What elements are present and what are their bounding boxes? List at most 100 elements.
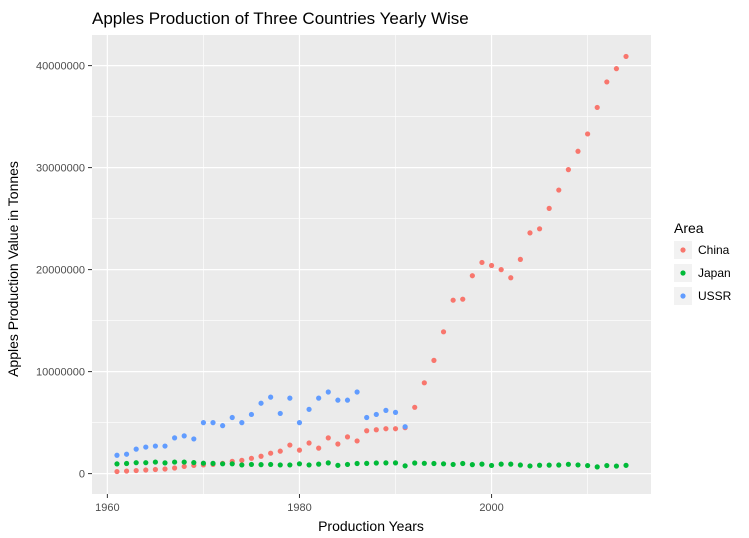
point-japan xyxy=(412,460,418,466)
point-japan xyxy=(220,461,226,467)
point-japan xyxy=(373,460,379,466)
point-japan xyxy=(133,460,139,466)
chart-title: Apples Production of Three Countries Yea… xyxy=(92,9,469,28)
point-ussr xyxy=(296,420,303,426)
point-ussr xyxy=(335,397,341,403)
point-china xyxy=(498,267,504,273)
point-china xyxy=(508,275,514,281)
point-japan xyxy=(268,461,274,468)
point-japan xyxy=(306,462,312,468)
point-ussr xyxy=(133,446,139,452)
point-japan xyxy=(354,460,360,467)
point-japan xyxy=(613,463,620,469)
point-ussr xyxy=(114,452,120,458)
point-ussr xyxy=(258,400,264,406)
legend-marker-ussr xyxy=(680,293,686,299)
point-japan xyxy=(239,462,245,468)
point-ussr xyxy=(373,411,379,418)
point-japan xyxy=(364,460,370,466)
point-china xyxy=(392,426,399,432)
point-china xyxy=(556,187,562,193)
point-japan xyxy=(277,462,283,468)
x-tick-label: 2000 xyxy=(479,502,503,514)
point-japan xyxy=(143,460,149,466)
point-japan xyxy=(316,461,322,467)
point-japan xyxy=(556,462,562,468)
point-china xyxy=(383,426,389,432)
point-japan xyxy=(623,462,629,468)
x-axis-title: Production Years xyxy=(318,518,424,534)
minor-gridlines xyxy=(92,35,651,494)
point-japan xyxy=(325,460,331,466)
point-china xyxy=(373,427,379,433)
data-points xyxy=(114,53,629,475)
point-china xyxy=(575,148,581,154)
point-ussr xyxy=(200,420,207,426)
point-japan xyxy=(191,459,197,466)
point-japan xyxy=(123,460,130,467)
point-china xyxy=(306,440,312,446)
point-china xyxy=(239,457,245,463)
point-china xyxy=(268,450,274,456)
y-axis-title: Apples Production Value in Tonnes xyxy=(5,161,21,377)
point-china xyxy=(546,205,552,211)
point-china xyxy=(248,455,255,461)
point-china xyxy=(488,262,495,269)
point-ussr xyxy=(287,395,293,401)
point-japan xyxy=(498,461,504,467)
point-china xyxy=(469,273,475,279)
point-china xyxy=(277,448,283,454)
point-japan xyxy=(392,460,399,466)
legend-label-ussr: USSR xyxy=(698,289,732,303)
legend-marker-japan xyxy=(680,270,686,276)
legend-label-china: China xyxy=(698,243,730,257)
point-japan xyxy=(508,461,514,467)
point-japan xyxy=(162,460,168,466)
point-japan xyxy=(258,462,264,468)
point-ussr xyxy=(210,420,216,426)
point-china xyxy=(172,465,178,471)
point-china xyxy=(152,466,158,473)
point-ussr xyxy=(277,410,283,417)
point-china xyxy=(565,167,571,173)
x-tick-label: 1980 xyxy=(287,502,311,514)
legend-label-japan: Japan xyxy=(698,266,731,280)
point-ussr xyxy=(344,397,351,403)
point-japan xyxy=(585,462,591,469)
point-china xyxy=(440,329,447,335)
point-china xyxy=(450,297,456,303)
point-ussr xyxy=(354,389,360,395)
point-japan xyxy=(488,462,495,469)
point-ussr xyxy=(220,423,226,429)
y-tick-label: 20000000 xyxy=(36,265,85,277)
point-japan xyxy=(383,460,389,466)
point-china xyxy=(623,53,629,60)
point-china xyxy=(258,453,264,459)
point-china xyxy=(162,466,168,472)
point-japan xyxy=(229,461,235,467)
point-japan xyxy=(604,462,610,469)
point-japan xyxy=(200,460,207,466)
point-ussr xyxy=(172,435,178,441)
legend-title: Area xyxy=(674,220,704,236)
point-china xyxy=(123,468,130,474)
point-china xyxy=(412,404,418,410)
point-ussr xyxy=(191,436,197,442)
point-china xyxy=(143,467,149,473)
point-ussr xyxy=(162,443,168,449)
point-ussr xyxy=(268,394,274,400)
point-ussr xyxy=(123,451,130,457)
point-china xyxy=(594,104,600,111)
point-japan xyxy=(431,460,437,467)
point-japan xyxy=(181,459,187,465)
point-china xyxy=(133,467,139,474)
legend: Area China Japan USSR xyxy=(674,220,732,305)
point-japan xyxy=(575,462,581,468)
point-japan xyxy=(335,462,341,468)
point-ussr xyxy=(248,411,255,418)
point-china xyxy=(536,226,543,232)
point-japan xyxy=(152,459,158,465)
point-china xyxy=(527,230,533,236)
point-japan xyxy=(479,461,485,467)
